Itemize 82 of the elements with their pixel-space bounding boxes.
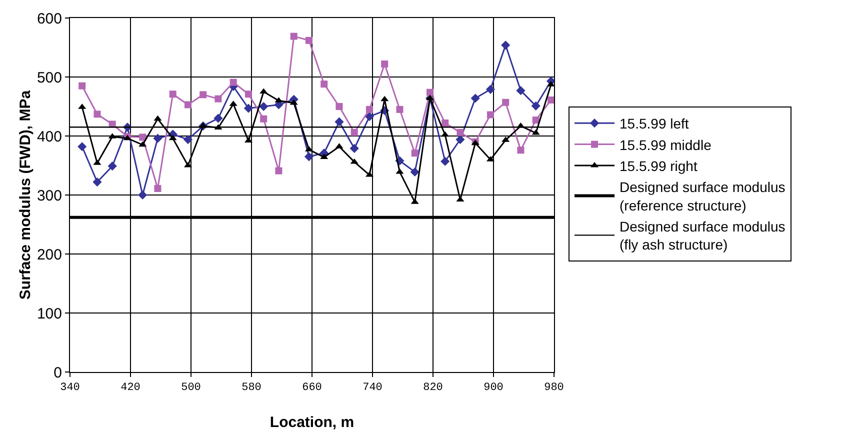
point	[532, 116, 540, 124]
point	[486, 84, 496, 94]
point	[305, 36, 312, 44]
point	[168, 134, 177, 140]
point	[214, 95, 222, 102]
point	[366, 106, 373, 113]
point	[411, 150, 418, 157]
point	[154, 185, 162, 192]
point	[517, 146, 524, 154]
point	[350, 144, 359, 153]
point	[200, 91, 207, 98]
y-axis-title: Surface modulus (FWD), MPa	[17, 90, 34, 300]
point	[442, 120, 449, 127]
point	[154, 115, 162, 121]
y-tick-label: 300	[36, 187, 62, 204]
x-tick-label: 820	[423, 382, 443, 394]
point	[259, 102, 268, 112]
point	[244, 104, 254, 113]
y-tick-label: 200	[36, 246, 62, 264]
point	[230, 78, 237, 86]
point	[94, 110, 101, 118]
x-tick-label: 980	[544, 382, 564, 394]
point	[336, 103, 343, 110]
point	[169, 90, 176, 98]
point	[290, 99, 298, 105]
legend-label: Designed surface modulus (reference structure)	[620, 179, 786, 214]
point	[426, 88, 434, 96]
point	[456, 134, 465, 144]
legend-label: 15.5.99 left	[620, 116, 689, 132]
point	[320, 80, 328, 88]
point	[440, 156, 450, 166]
point	[138, 141, 147, 147]
point	[304, 152, 314, 162]
point	[531, 101, 540, 110]
y-tick-label: 500	[36, 69, 62, 86]
point	[350, 158, 358, 164]
point	[183, 134, 193, 144]
point	[214, 114, 223, 123]
point	[184, 101, 192, 108]
point	[502, 98, 510, 106]
point	[364, 112, 374, 122]
point	[516, 86, 526, 96]
point	[396, 168, 404, 174]
x-tick-label: 340	[60, 382, 80, 394]
legend-label: 15.5.99 right	[620, 158, 698, 174]
point	[153, 134, 162, 143]
y-tick-label: 400	[36, 128, 62, 146]
point	[486, 111, 494, 118]
point	[456, 128, 464, 136]
point	[275, 167, 282, 174]
point	[138, 190, 148, 200]
point	[380, 96, 389, 102]
point	[108, 162, 117, 171]
y-tick-label: 600	[36, 10, 62, 28]
x-tick-label: 660	[302, 382, 322, 394]
point	[410, 167, 420, 177]
legend-label: Designed surface modulus (fly ash structure)	[620, 218, 786, 253]
point	[78, 82, 86, 90]
x-tick-label: 580	[242, 382, 262, 394]
x-tick-label: 740	[362, 382, 382, 394]
y-tick-label: 100	[36, 305, 62, 322]
point	[92, 177, 102, 187]
point	[350, 128, 358, 136]
x-axis-title: Location, m	[270, 414, 354, 431]
y-tick-label: 0	[54, 364, 62, 382]
point	[547, 96, 554, 104]
point	[396, 106, 404, 113]
x-tick-label: 500	[181, 382, 201, 394]
point	[501, 40, 510, 50]
point	[78, 142, 87, 152]
x-tick-label: 420	[120, 382, 140, 394]
point	[260, 115, 268, 122]
point	[441, 131, 450, 137]
point	[244, 90, 252, 98]
point	[334, 117, 344, 126]
point	[546, 81, 554, 86]
point	[470, 94, 480, 103]
point	[139, 134, 146, 141]
legend-label: 15.5.99 middle	[620, 136, 712, 153]
point	[290, 32, 298, 40]
x-tick-label: 900	[484, 382, 504, 394]
point	[381, 60, 388, 68]
